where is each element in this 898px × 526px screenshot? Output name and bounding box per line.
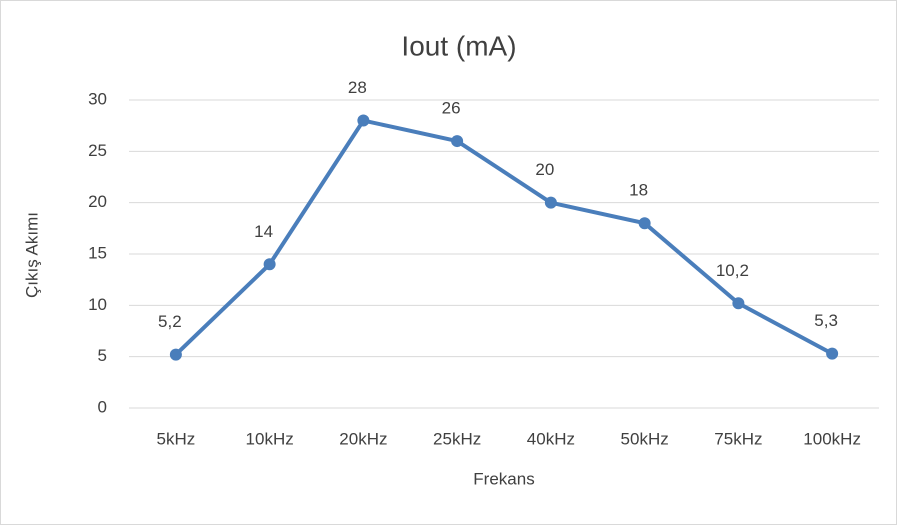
x-tick-label: 5kHz xyxy=(157,429,196,448)
data-label: 5,3 xyxy=(814,311,838,330)
data-label: 28 xyxy=(348,78,367,97)
y-tick-label: 10 xyxy=(88,295,107,314)
x-tick-label: 75kHz xyxy=(714,429,762,448)
x-axis-label: Frekans xyxy=(473,469,534,488)
data-point xyxy=(263,258,276,271)
data-label: 20 xyxy=(535,160,554,179)
x-tick-label: 100kHz xyxy=(803,429,861,448)
x-tick-label: 20kHz xyxy=(339,429,387,448)
data-point xyxy=(826,347,839,360)
data-label: 14 xyxy=(254,222,273,241)
data-point xyxy=(451,135,464,148)
data-point xyxy=(169,348,182,361)
y-tick-label: 15 xyxy=(88,243,107,262)
data-label: 5,2 xyxy=(158,312,182,331)
x-tick-label: 40kHz xyxy=(527,429,575,448)
data-point xyxy=(638,217,651,230)
data-label: 18 xyxy=(629,181,648,200)
data-label: 10,2 xyxy=(716,261,749,280)
y-tick-label: 25 xyxy=(88,141,107,160)
chart-title: Iout (mA) xyxy=(401,30,516,61)
x-tick-label: 50kHz xyxy=(621,429,669,448)
data-point xyxy=(732,297,745,310)
y-axis-label: Çıkış Akımı xyxy=(22,212,41,298)
y-tick-label: 20 xyxy=(88,192,107,211)
x-tick-label: 10kHz xyxy=(246,429,294,448)
x-tick-label: 25kHz xyxy=(433,429,481,448)
data-label: 26 xyxy=(442,99,461,118)
data-line xyxy=(174,118,834,357)
data-point xyxy=(357,114,370,127)
y-tick-label: 30 xyxy=(88,89,107,108)
y-tick-label: 5 xyxy=(98,346,107,365)
y-tick-label: 0 xyxy=(98,397,107,416)
data-point xyxy=(544,196,557,209)
